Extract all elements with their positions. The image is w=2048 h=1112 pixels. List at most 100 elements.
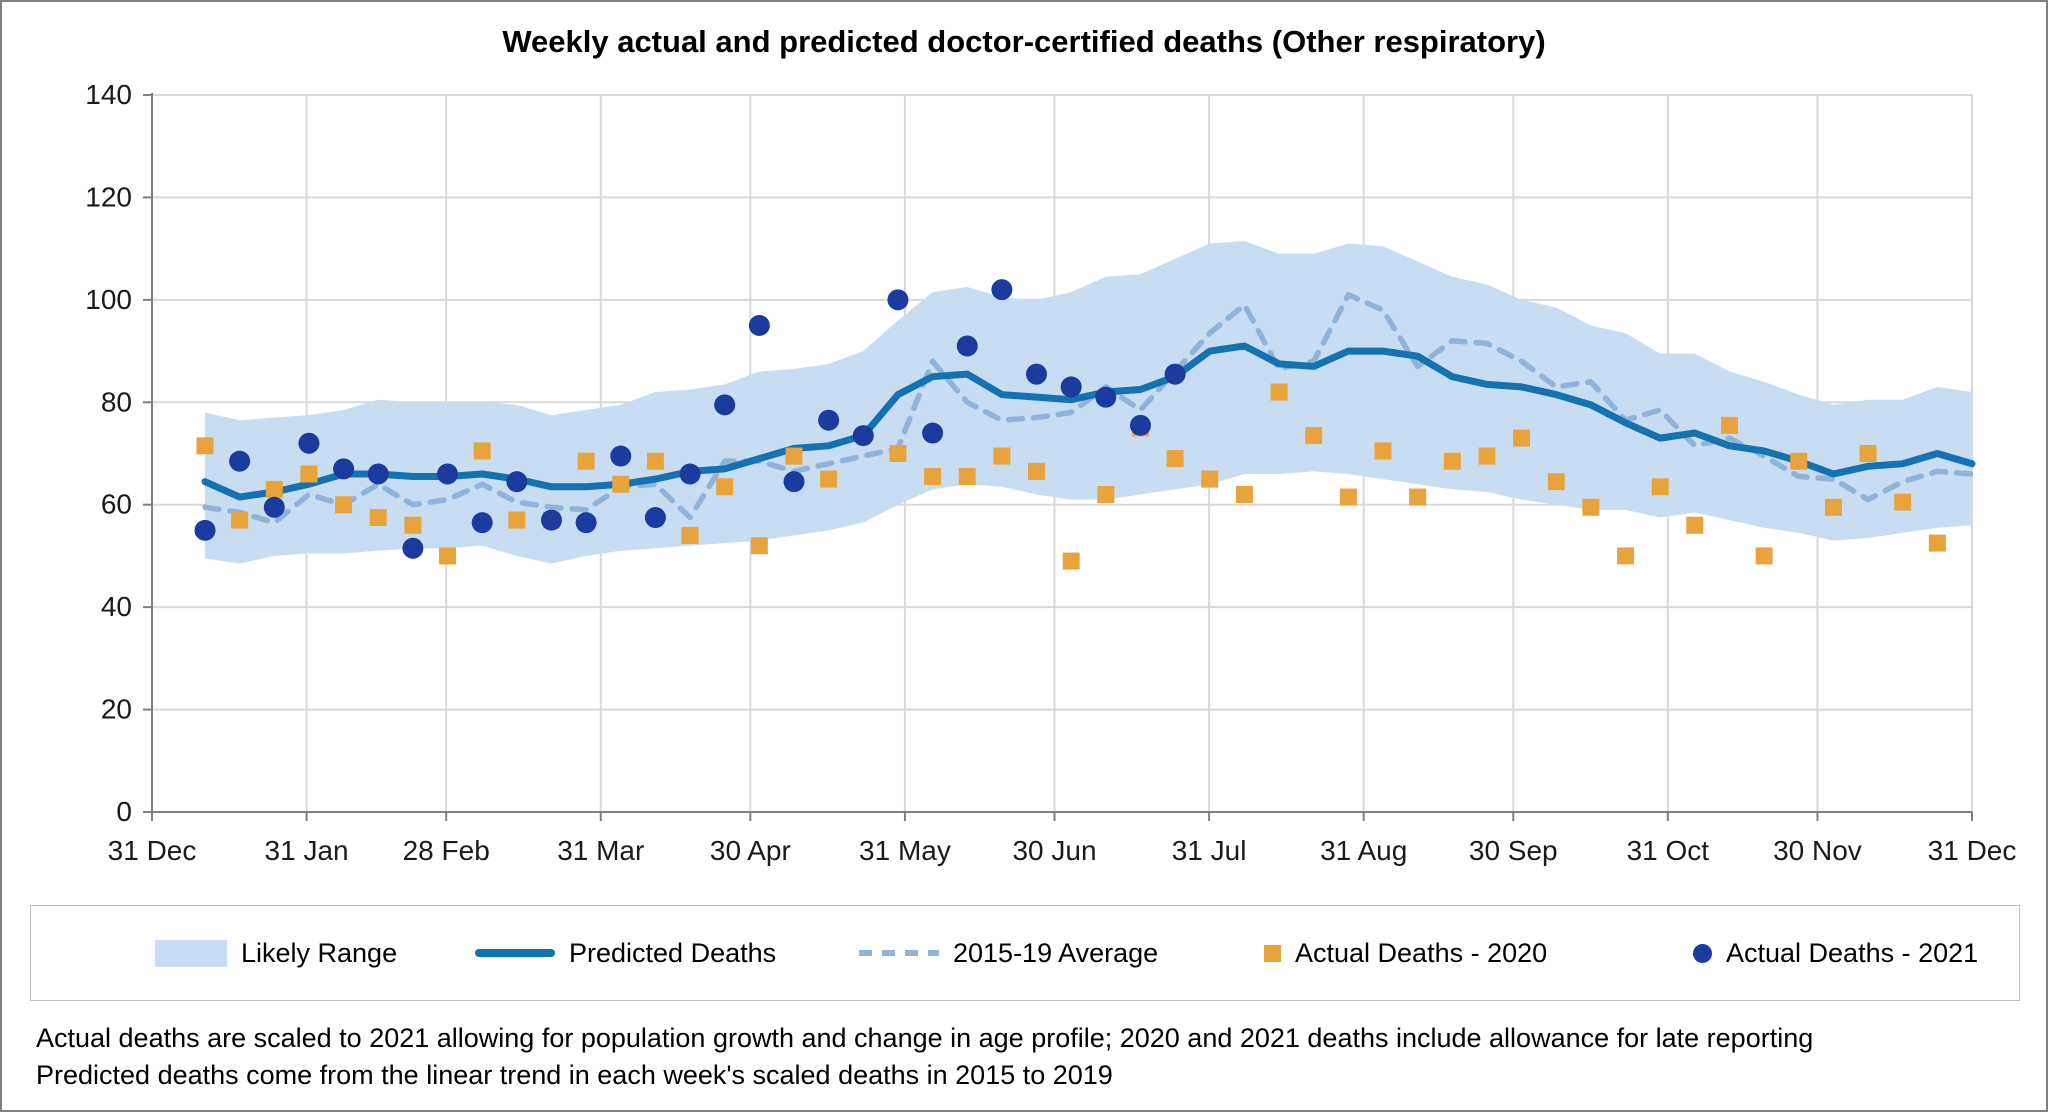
legend-item-likely-range: Likely Range	[155, 906, 397, 1000]
legend-item-actual-deaths-2021: Actual Deaths - 2021	[1693, 906, 1978, 1000]
legend-label: Actual Deaths - 2020	[1295, 937, 1548, 968]
y-axis-label: 100	[85, 284, 132, 315]
y-axis-label: 20	[101, 694, 132, 725]
actual-2021-point	[818, 409, 840, 431]
actual-2021-point	[887, 289, 909, 311]
actual-2020-point	[1720, 416, 1738, 434]
actual-2020-point	[1374, 442, 1392, 460]
actual-2020-point	[1928, 534, 1946, 552]
average-line	[202, 291, 1975, 526]
x-axis-label: 28 Feb	[403, 835, 490, 866]
actual-2021-point	[783, 471, 805, 493]
actual-2020-point	[300, 465, 318, 483]
actual-2021-point	[1060, 376, 1082, 398]
y-axis-label: 80	[101, 386, 132, 417]
likely-range-swatch	[155, 939, 227, 967]
actual-2020-point	[1409, 488, 1427, 506]
actual-2020-point	[958, 468, 976, 486]
x-axis-label: 30 Apr	[710, 835, 791, 866]
predicted-line	[201, 342, 1976, 501]
actual-2021-point	[922, 422, 944, 444]
legend-item-predicted-deaths: Predicted Deaths	[475, 906, 776, 1000]
actual-2021-point	[852, 425, 874, 447]
legend-label: Actual Deaths - 2021	[1726, 937, 1979, 968]
actual-2020-point	[889, 445, 907, 462]
x-axis-label: 31 Dec	[108, 835, 197, 866]
actual-2020-point	[1166, 450, 1184, 468]
x-axis-label: 31 Dec	[1928, 835, 2017, 866]
legend-label: 2015-19 Average	[953, 937, 1159, 968]
actual-2020-point	[1582, 498, 1600, 516]
actual-2020-point	[612, 475, 630, 493]
actual-2020-point	[577, 452, 595, 470]
y-axis-label: 0	[116, 796, 132, 827]
chart-footnotes: Actual deaths are scaled to 2021 allowin…	[36, 1020, 2016, 1094]
actual-2021-point	[575, 512, 597, 534]
actual-2020-point	[646, 452, 664, 470]
actual-2021-point	[540, 509, 562, 531]
actual-2020-point	[716, 478, 734, 496]
legend-label: Predicted Deaths	[569, 937, 777, 968]
actual-2021-point	[471, 512, 493, 534]
actual-2020-point	[231, 511, 249, 529]
actual-2020-marker-icon	[1264, 944, 1281, 962]
actual-2021-point	[748, 314, 770, 336]
actual-2021-point	[1026, 363, 1048, 385]
actual-2020-point	[265, 480, 283, 498]
x-axis-label: 31 Jul	[1172, 835, 1247, 866]
actual-2021-point	[437, 463, 459, 485]
actual-2020-point	[1617, 547, 1635, 565]
actual-2020-point	[820, 470, 838, 488]
actual-2020-point	[785, 447, 803, 465]
actual-2020-point	[924, 468, 942, 486]
actual-2021-point	[956, 335, 978, 357]
actual-2021-point	[367, 463, 389, 485]
actual-2020-point	[1443, 452, 1461, 470]
actual-2020-point	[1547, 473, 1565, 491]
predicted-line-swatch	[475, 949, 555, 957]
actual-2020-point	[369, 509, 387, 527]
footnote-line-2: Predicted deaths come from the linear tr…	[36, 1060, 1113, 1090]
x-axis-label: 31 May	[859, 835, 951, 866]
actual-2020-point	[404, 516, 422, 534]
actual-2021-point	[333, 458, 355, 480]
legend-item-actual-deaths-2020: Actual Deaths - 2020	[1264, 906, 1547, 1000]
actual-2020-point	[1062, 552, 1080, 570]
actual-2021-point	[402, 537, 424, 559]
legend-item-2015-19-average: 2015-19 Average	[859, 906, 1158, 1000]
actual-2020-point	[508, 511, 526, 529]
actual-2020-point	[1339, 488, 1357, 506]
chart-legend: Likely Range Predicted Deaths 2015-19 Av…	[30, 905, 2020, 1001]
actual-2020-point	[1305, 427, 1323, 445]
x-axis-label: 31 Oct	[1627, 835, 1710, 866]
footnote-line-1: Actual deaths are scaled to 2021 allowin…	[36, 1023, 1814, 1053]
average-dash-swatch	[859, 950, 939, 956]
chart-title: Weekly actual and predicted doctor-certi…	[502, 24, 1546, 59]
x-axis-label: 31 Aug	[1320, 835, 1407, 866]
actual-2020-point	[681, 526, 699, 544]
actual-2020-point	[439, 547, 457, 565]
actual-2020-point	[473, 442, 491, 460]
actual-2021-point	[1095, 386, 1117, 408]
actual-2020-point	[1755, 547, 1773, 565]
y-axis-label: 140	[85, 79, 132, 110]
actual-2020-point	[1028, 462, 1046, 480]
x-axis-label: 31 Jan	[265, 835, 349, 866]
actual-2021-point	[1164, 363, 1186, 385]
actual-2020-point	[1201, 470, 1219, 488]
actual-2021-point	[644, 507, 666, 529]
actual-2021-point	[506, 471, 528, 493]
actual-2021-point	[194, 519, 216, 541]
actual-2021-point	[229, 450, 251, 472]
actual-2020-point	[750, 537, 768, 555]
actual-2021-point	[610, 445, 632, 467]
actual-2021-point	[679, 463, 701, 485]
actual-2021-point	[298, 432, 320, 454]
actual-2020-point	[1686, 516, 1704, 534]
actual-2020-point	[1513, 429, 1531, 447]
actual-2020-point	[993, 447, 1011, 465]
x-axis-label: 31 Mar	[557, 835, 644, 866]
x-axis-label: 30 Sep	[1469, 835, 1558, 866]
actual-2020-point	[1478, 447, 1496, 465]
